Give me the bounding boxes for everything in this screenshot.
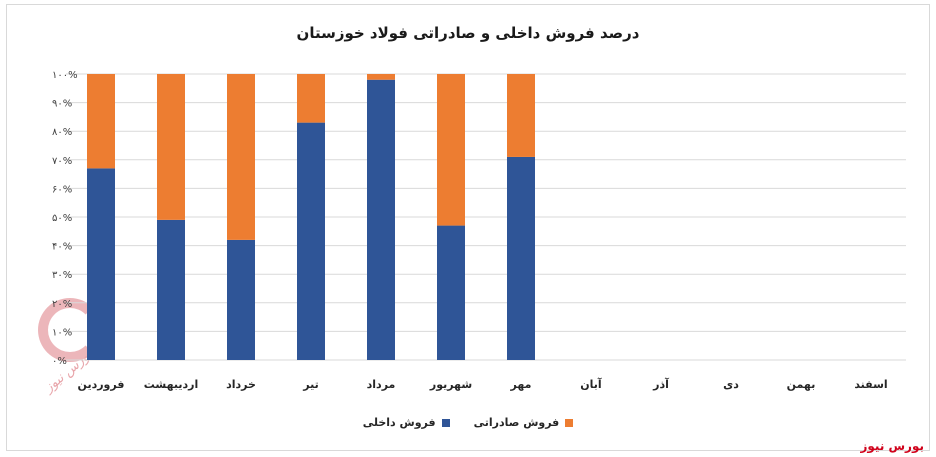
x-tick-label: اسفند [854, 378, 887, 391]
legend-label-domestic: فروش داخلی [362, 416, 436, 429]
y-tick-label: ۴۰% [52, 242, 72, 253]
x-tick-label: مرداد [367, 378, 396, 391]
source-label: بورس نیوز [860, 439, 924, 453]
y-tick-label: ۰% [52, 356, 67, 367]
y-tick-label: ۷۰% [52, 156, 72, 167]
bar-domestic [87, 168, 115, 360]
bar-domestic [297, 122, 325, 361]
y-tick-label: ۳۰% [52, 270, 72, 281]
bar-domestic [507, 156, 535, 360]
y-tick-label: ۲۰% [52, 299, 72, 310]
bar-domestic [367, 79, 395, 360]
legend-swatch-domestic [441, 418, 450, 427]
y-tick-label: ۹۰% [52, 99, 72, 110]
y-tick-label: ۱۰% [52, 327, 72, 338]
legend-label-export: فروش صادراتی [473, 416, 560, 429]
x-tick-label: شهریور [429, 378, 472, 391]
bar-domestic [437, 225, 465, 360]
bar-export [227, 74, 255, 240]
chart-title: درصد فروش داخلی و صادراتی فولاد خوزستان [296, 24, 640, 42]
legend: فروش صادراتی فروش داخلی [0, 416, 936, 429]
x-tick-label: مهر [510, 378, 532, 391]
legend-swatch-export [565, 418, 574, 427]
x-tick-label: بهمن [787, 378, 816, 391]
bar-export [297, 74, 325, 123]
y-tick-label: ۸۰% [52, 127, 72, 138]
x-tick-label: اردیبهشت [144, 378, 198, 391]
bar-export [437, 74, 465, 226]
x-tick-label: آبان [580, 377, 602, 391]
legend-item-domestic: فروش داخلی [363, 416, 450, 429]
bar-export [87, 74, 115, 169]
bar-domestic [157, 219, 185, 360]
bar-export [157, 74, 185, 220]
bar-export [507, 74, 535, 157]
x-tick-label: خرداد [226, 378, 256, 391]
bar-export [367, 74, 395, 80]
y-tick-label: ۱۰۰% [52, 70, 78, 81]
legend-item-export: فروش صادراتی [474, 416, 574, 429]
x-tick-label: تیر [302, 378, 318, 391]
x-tick-label: دی [723, 378, 739, 391]
x-tick-label: فروردین [78, 378, 125, 391]
x-tick-label: آذر [652, 377, 669, 391]
y-tick-label: ۶۰% [52, 184, 72, 195]
bar-domestic [227, 239, 255, 360]
y-tick-label: ۵۰% [52, 213, 72, 224]
